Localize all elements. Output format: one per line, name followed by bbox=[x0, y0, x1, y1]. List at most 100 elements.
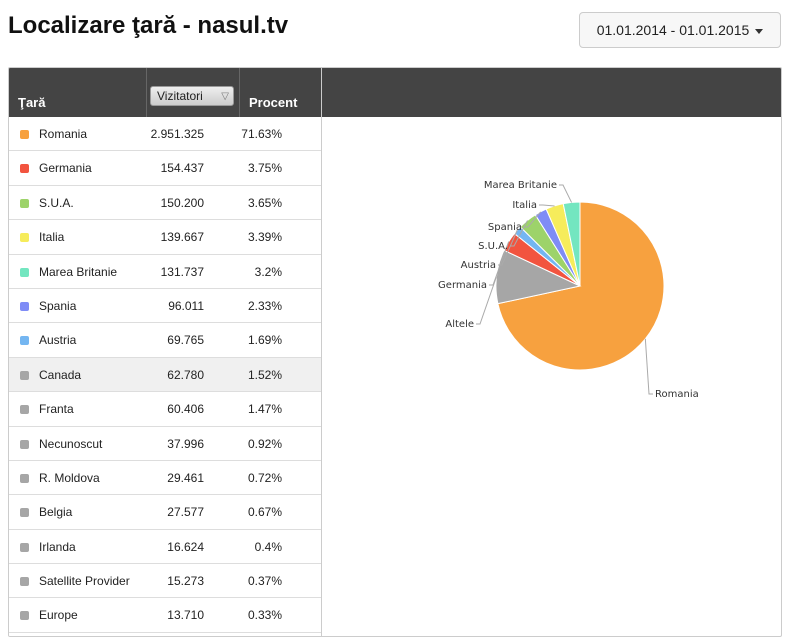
country-name: Necunoscut bbox=[39, 436, 103, 451]
date-range-dropdown[interactable]: 01.01.2014 - 01.01.2015 bbox=[579, 12, 781, 48]
visitors-value: 62.780 bbox=[167, 367, 204, 382]
country-name: Europe bbox=[39, 608, 78, 623]
country-name: S.U.A. bbox=[39, 195, 74, 210]
column-header-country[interactable]: Ţară bbox=[9, 68, 147, 117]
table-row[interactable]: Franta 60.406 1.47% bbox=[9, 392, 321, 427]
pie-label: Romania bbox=[655, 389, 699, 400]
color-swatch-icon bbox=[20, 336, 29, 346]
metric-select[interactable]: Vizitatori ▽ bbox=[150, 86, 234, 106]
pie-label: Marea Britanie bbox=[484, 180, 557, 191]
visitors-value: 96.011 bbox=[168, 298, 204, 313]
country-name: Satellite Provider bbox=[39, 574, 130, 589]
country-name: Irlanda bbox=[39, 539, 76, 554]
caret-down-icon bbox=[755, 28, 764, 34]
table-row[interactable]: Romania 2.951.325 71.63% bbox=[9, 117, 321, 152]
percent-value: 3.65% bbox=[247, 195, 282, 210]
country-name: R. Moldova bbox=[39, 470, 100, 485]
pie-label-connector bbox=[510, 220, 528, 247]
table-body: Romania 2.951.325 71.63% Germania 154.437 3.7… bbox=[9, 117, 321, 633]
country-name: Italia bbox=[39, 230, 65, 245]
table-row[interactable]: Germania 154.437 3.75% bbox=[9, 151, 321, 186]
visitors-value: 154.437 bbox=[160, 161, 204, 176]
country-name: Canada bbox=[39, 367, 82, 382]
percent-value: 0.33% bbox=[247, 608, 282, 623]
visitors-value: 139.667 bbox=[160, 230, 204, 245]
pie-label-connector bbox=[644, 338, 653, 395]
color-swatch-icon bbox=[20, 301, 29, 311]
pie-label: Spania bbox=[488, 222, 522, 233]
percent-value: 1.47% bbox=[247, 402, 282, 417]
table-row[interactable]: R. Moldova 29.461 0.72% bbox=[9, 461, 321, 496]
country-name: Spania bbox=[39, 298, 77, 313]
table-row[interactable]: Irlanda 16.624 0.4% bbox=[9, 530, 321, 565]
percent-value: 1.52% bbox=[247, 367, 282, 382]
pie-label: S.U.A. bbox=[478, 241, 508, 252]
color-swatch-icon bbox=[20, 164, 29, 174]
table-row[interactable]: Canada 62.780 1.52% bbox=[9, 357, 321, 393]
table-row[interactable]: Italia 139.667 3.39% bbox=[9, 220, 321, 255]
percent-value: 3.75% bbox=[247, 161, 282, 176]
color-swatch-icon bbox=[20, 267, 29, 277]
pie-label-connector bbox=[524, 211, 542, 228]
color-swatch-icon bbox=[20, 439, 29, 449]
pie-label-connector bbox=[498, 229, 518, 266]
pie-label: Germania bbox=[438, 280, 487, 291]
pie-label: Altele bbox=[445, 319, 474, 330]
visitors-value: 150.200 bbox=[160, 195, 204, 210]
country-name: Marea Britanie bbox=[39, 264, 118, 279]
pie-label-connector bbox=[489, 241, 510, 286]
visitors-value: 37.996 bbox=[167, 436, 204, 451]
color-swatch-icon bbox=[20, 577, 29, 587]
table-header: Ţară Vizitatori ▽ Procent bbox=[9, 68, 321, 117]
percent-value: 0.4% bbox=[254, 539, 282, 554]
visitors-value: 15.273 bbox=[167, 574, 204, 589]
table-row[interactable]: Austria 69.765 1.69% bbox=[9, 323, 321, 358]
visitors-value: 131.737 bbox=[160, 264, 204, 279]
color-swatch-icon bbox=[20, 473, 29, 483]
date-range-label: 01.01.2014 - 01.01.2015 bbox=[596, 22, 750, 38]
pie-label: Austria bbox=[461, 260, 496, 271]
visitors-value: 69.765 bbox=[167, 333, 204, 348]
pie-label-connector bbox=[476, 276, 498, 325]
pie-label: Italia bbox=[512, 200, 537, 211]
pie-chart-area: Romania Altele Germania Austria S.U.A. Spania… bbox=[321, 117, 781, 636]
table-row[interactable]: Marea Britanie 131.737 3.2% bbox=[9, 255, 321, 289]
color-swatch-icon bbox=[20, 611, 29, 621]
pie-label-connector bbox=[539, 204, 555, 207]
percent-value: 2.33% bbox=[247, 298, 282, 313]
visitors-value: 2.951.325 bbox=[150, 127, 204, 141]
color-swatch-icon bbox=[20, 370, 29, 380]
visitors-value: 29.461 bbox=[167, 470, 204, 485]
percent-value: 0.67% bbox=[247, 505, 282, 520]
table-row[interactable]: Necunoscut 37.996 0.92% bbox=[9, 427, 321, 461]
column-header-percent[interactable]: Procent bbox=[240, 68, 321, 117]
country-name: Franta bbox=[39, 402, 74, 417]
visitors-value: 27.577 bbox=[167, 505, 204, 520]
country-name: Belgia bbox=[39, 505, 73, 520]
color-swatch-icon bbox=[20, 198, 29, 208]
column-header-country-label: Ţară bbox=[18, 95, 46, 110]
table-row[interactable]: Satellite Provider 15.273 0.37% bbox=[9, 564, 321, 599]
table-row[interactable]: Europe 13.710 0.33% bbox=[9, 598, 321, 633]
column-header-percent-label: Procent bbox=[249, 95, 298, 110]
country-table: Ţară Vizitatori ▽ Procent Romania 2.951.3… bbox=[9, 68, 322, 636]
country-name: Germania bbox=[39, 161, 92, 176]
table-row[interactable]: Belgia 27.577 0.67% bbox=[9, 495, 321, 530]
visitors-value: 60.406 bbox=[167, 402, 204, 417]
visitors-value: 16.624 bbox=[167, 539, 204, 554]
country-name: Austria bbox=[39, 333, 77, 348]
table-row[interactable]: Spania 96.011 2.33% bbox=[9, 289, 321, 324]
percent-value: 3.2% bbox=[254, 264, 282, 279]
country-name: Romania bbox=[39, 127, 88, 141]
percent-value: 0.72% bbox=[247, 470, 282, 485]
table-row[interactable]: S.U.A. 150.200 3.65% bbox=[9, 186, 321, 221]
country-panel: Ţară Vizitatori ▽ Procent Romania 2.951.3… bbox=[8, 67, 782, 637]
pie-label-connector bbox=[559, 184, 573, 203]
color-swatch-icon bbox=[20, 233, 29, 243]
triangle-down-icon: ▽ bbox=[221, 91, 229, 102]
color-swatch-icon bbox=[20, 130, 29, 139]
percent-value: 0.92% bbox=[247, 436, 282, 451]
percent-value: 1.69% bbox=[247, 333, 282, 348]
pie-chart: Romania Altele Germania Austria S.U.A. Spania… bbox=[438, 180, 699, 400]
metric-select-label: Vizitatori bbox=[157, 89, 203, 103]
